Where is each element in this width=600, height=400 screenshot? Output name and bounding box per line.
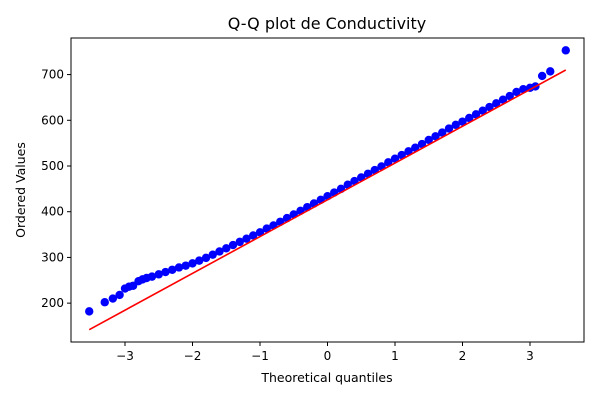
data-point [512, 87, 521, 97]
x-tick-label: −3 [116, 349, 134, 363]
data-point [262, 224, 271, 233]
data-point [222, 244, 231, 253]
x-tick-label: 0 [324, 349, 332, 363]
y-axis-ticks: 200 300 400 500 600 700 [41, 68, 71, 310]
data-point [154, 270, 163, 279]
data-point [438, 128, 447, 137]
data-point [249, 231, 258, 240]
data-point [411, 143, 420, 152]
data-point [181, 261, 190, 270]
data-points [85, 46, 570, 316]
data-point [465, 113, 474, 123]
y-tick-label: 300 [41, 250, 64, 264]
data-point [215, 247, 224, 256]
data-point [201, 253, 211, 263]
y-tick-label: 700 [41, 68, 64, 82]
data-point [397, 150, 406, 160]
data-point [115, 290, 124, 300]
data-point [100, 298, 109, 307]
data-point [546, 67, 555, 76]
x-tick-label: 2 [459, 349, 467, 363]
data-point [85, 307, 94, 316]
x-axis-ticks: −3 −2 −1 0 1 2 3 [116, 342, 534, 363]
data-point [451, 120, 460, 130]
data-point [505, 91, 514, 101]
x-tick-label: −1 [251, 349, 269, 363]
data-point [431, 132, 440, 141]
data-point [168, 265, 177, 274]
data-point [561, 46, 570, 55]
data-point [498, 95, 508, 104]
x-tick-label: −2 [184, 349, 202, 363]
data-point [147, 272, 157, 281]
chart-title: Q-Q plot de Conductivity [228, 14, 426, 33]
data-point [174, 263, 184, 272]
plot-area-frame [70, 37, 585, 343]
data-point [458, 117, 467, 126]
y-tick-label: 400 [41, 205, 64, 219]
data-point [404, 147, 413, 156]
data-point [485, 102, 494, 112]
fit-line [88, 69, 567, 331]
data-point [492, 99, 501, 108]
data-point [108, 294, 118, 303]
data-point [384, 158, 393, 167]
data-point [471, 110, 481, 119]
data-point [390, 154, 400, 163]
data-point [424, 135, 433, 145]
data-point [228, 240, 238, 250]
y-tick-label: 500 [41, 159, 64, 173]
data-point [255, 228, 265, 237]
fit-line-layer [88, 69, 567, 331]
data-point [242, 234, 251, 243]
y-tick-label: 600 [41, 113, 64, 127]
data-point [417, 139, 427, 149]
data-point [195, 256, 204, 265]
data-point [161, 267, 170, 277]
y-axis-label: Ordered Values [13, 142, 28, 238]
data-point [188, 259, 197, 268]
data-point [478, 106, 487, 115]
x-axis-label: Theoretical quantiles [260, 370, 392, 385]
data-point [235, 237, 244, 247]
x-tick-label: 3 [526, 349, 534, 363]
data-point [208, 250, 217, 259]
data-point [444, 124, 454, 133]
x-tick-label: 1 [391, 349, 399, 363]
y-tick-label: 200 [41, 296, 64, 310]
data-point [537, 71, 547, 81]
